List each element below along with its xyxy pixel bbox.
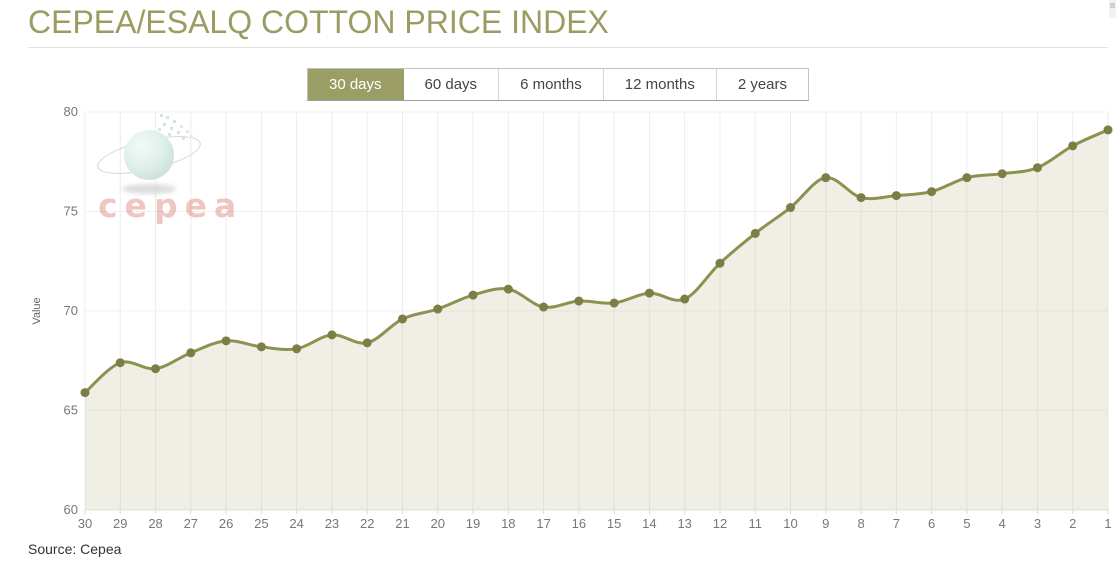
svg-text:75: 75 [64, 204, 78, 219]
svg-text:29: 29 [113, 516, 127, 531]
data-point[interactable] [256, 342, 266, 352]
data-point[interactable] [433, 304, 443, 314]
data-point[interactable] [680, 294, 690, 304]
scrollbar-thumb [1110, 3, 1115, 8]
svg-text:70: 70 [64, 303, 78, 318]
data-point[interactable] [397, 314, 407, 324]
x-axis-ticks [84, 510, 1109, 514]
source-credit: Source: Cepea [28, 541, 122, 557]
data-point[interactable] [609, 298, 619, 308]
svg-text:30: 30 [78, 516, 92, 531]
data-point[interactable] [997, 169, 1007, 179]
svg-text:2: 2 [1069, 516, 1076, 531]
x-axis-labels: 30 29 28 27 26 25 24 23 22 21 20 19 18 17 16 15 14 13 12 11… [78, 516, 1112, 531]
svg-text:65: 65 [64, 403, 78, 418]
svg-text:11: 11 [748, 516, 762, 531]
horizontal-gridlines [85, 111, 1108, 511]
data-point[interactable] [292, 344, 302, 354]
page-title: CEPEA/ESALQ COTTON PRICE INDEX [28, 4, 609, 40]
header-divider [28, 47, 1108, 48]
tab-30-days[interactable]: 30 days [307, 69, 404, 100]
data-points[interactable] [80, 125, 1113, 398]
svg-text:7: 7 [893, 516, 900, 531]
data-point[interactable] [962, 173, 972, 183]
scrollbar-fragment[interactable] [1109, 0, 1116, 18]
data-point[interactable] [891, 191, 901, 201]
data-point[interactable] [644, 288, 654, 298]
svg-text:4: 4 [999, 516, 1006, 531]
svg-text:13: 13 [677, 516, 691, 531]
svg-text:5: 5 [963, 516, 970, 531]
data-point[interactable] [750, 228, 760, 238]
data-point[interactable] [327, 330, 337, 340]
svg-text:25: 25 [254, 516, 268, 531]
svg-text:17: 17 [536, 516, 550, 531]
svg-text:28: 28 [148, 516, 162, 531]
data-point[interactable] [468, 290, 478, 300]
data-point[interactable] [856, 193, 866, 203]
svg-text:24: 24 [289, 516, 303, 531]
svg-text:26: 26 [219, 516, 233, 531]
svg-text:12: 12 [713, 516, 727, 531]
range-tabbar: 30 days 60 days 6 months 12 months 2 yea… [306, 68, 810, 101]
svg-text:22: 22 [360, 516, 374, 531]
y-axis-title: Value [31, 297, 43, 324]
svg-text:18: 18 [501, 516, 515, 531]
data-point[interactable] [503, 284, 513, 294]
tab-2-years[interactable]: 2 years [716, 69, 809, 100]
svg-text:10: 10 [783, 516, 797, 531]
svg-text:80: 80 [64, 104, 78, 119]
data-point[interactable] [362, 338, 372, 348]
data-point[interactable] [715, 258, 725, 268]
data-point[interactable] [221, 336, 231, 346]
svg-text:23: 23 [325, 516, 339, 531]
svg-text:60: 60 [64, 502, 78, 517]
data-point[interactable] [186, 348, 196, 358]
svg-text:1: 1 [1104, 516, 1111, 531]
data-point[interactable] [539, 302, 549, 312]
svg-text:9: 9 [822, 516, 829, 531]
svg-text:3: 3 [1034, 516, 1041, 531]
price-chart-svg[interactable]: 30 29 28 27 26 25 24 23 22 21 20 19 18 17 16 15 14 13 12 11… [0, 100, 1116, 545]
data-point[interactable] [1032, 163, 1042, 173]
data-point[interactable] [151, 364, 161, 374]
tab-12-months[interactable]: 12 months [603, 69, 717, 100]
svg-text:27: 27 [184, 516, 198, 531]
svg-text:16: 16 [572, 516, 586, 531]
data-point[interactable] [1103, 125, 1113, 135]
series-area [85, 129, 1108, 510]
data-point[interactable] [786, 203, 796, 213]
data-point[interactable] [1068, 141, 1078, 151]
data-point[interactable] [821, 173, 831, 183]
data-point[interactable] [80, 388, 90, 398]
data-point[interactable] [927, 187, 937, 197]
svg-text:15: 15 [607, 516, 621, 531]
svg-text:6: 6 [928, 516, 935, 531]
svg-text:21: 21 [395, 516, 409, 531]
svg-text:8: 8 [857, 516, 864, 531]
svg-text:14: 14 [642, 516, 656, 531]
data-point[interactable] [115, 358, 125, 368]
data-point[interactable] [574, 296, 584, 306]
price-chart[interactable]: 30 29 28 27 26 25 24 23 22 21 20 19 18 17 16 15 14 13 12 11… [0, 100, 1116, 545]
y-axis-labels: 60 65 70 75 80 [64, 104, 78, 517]
svg-text:20: 20 [431, 516, 445, 531]
svg-text:19: 19 [466, 516, 480, 531]
tab-6-months[interactable]: 6 months [499, 69, 604, 100]
page-header: CEPEA/ESALQ COTTON PRICE INDEX [28, 0, 1108, 48]
tab-60-days[interactable]: 60 days [403, 69, 500, 100]
